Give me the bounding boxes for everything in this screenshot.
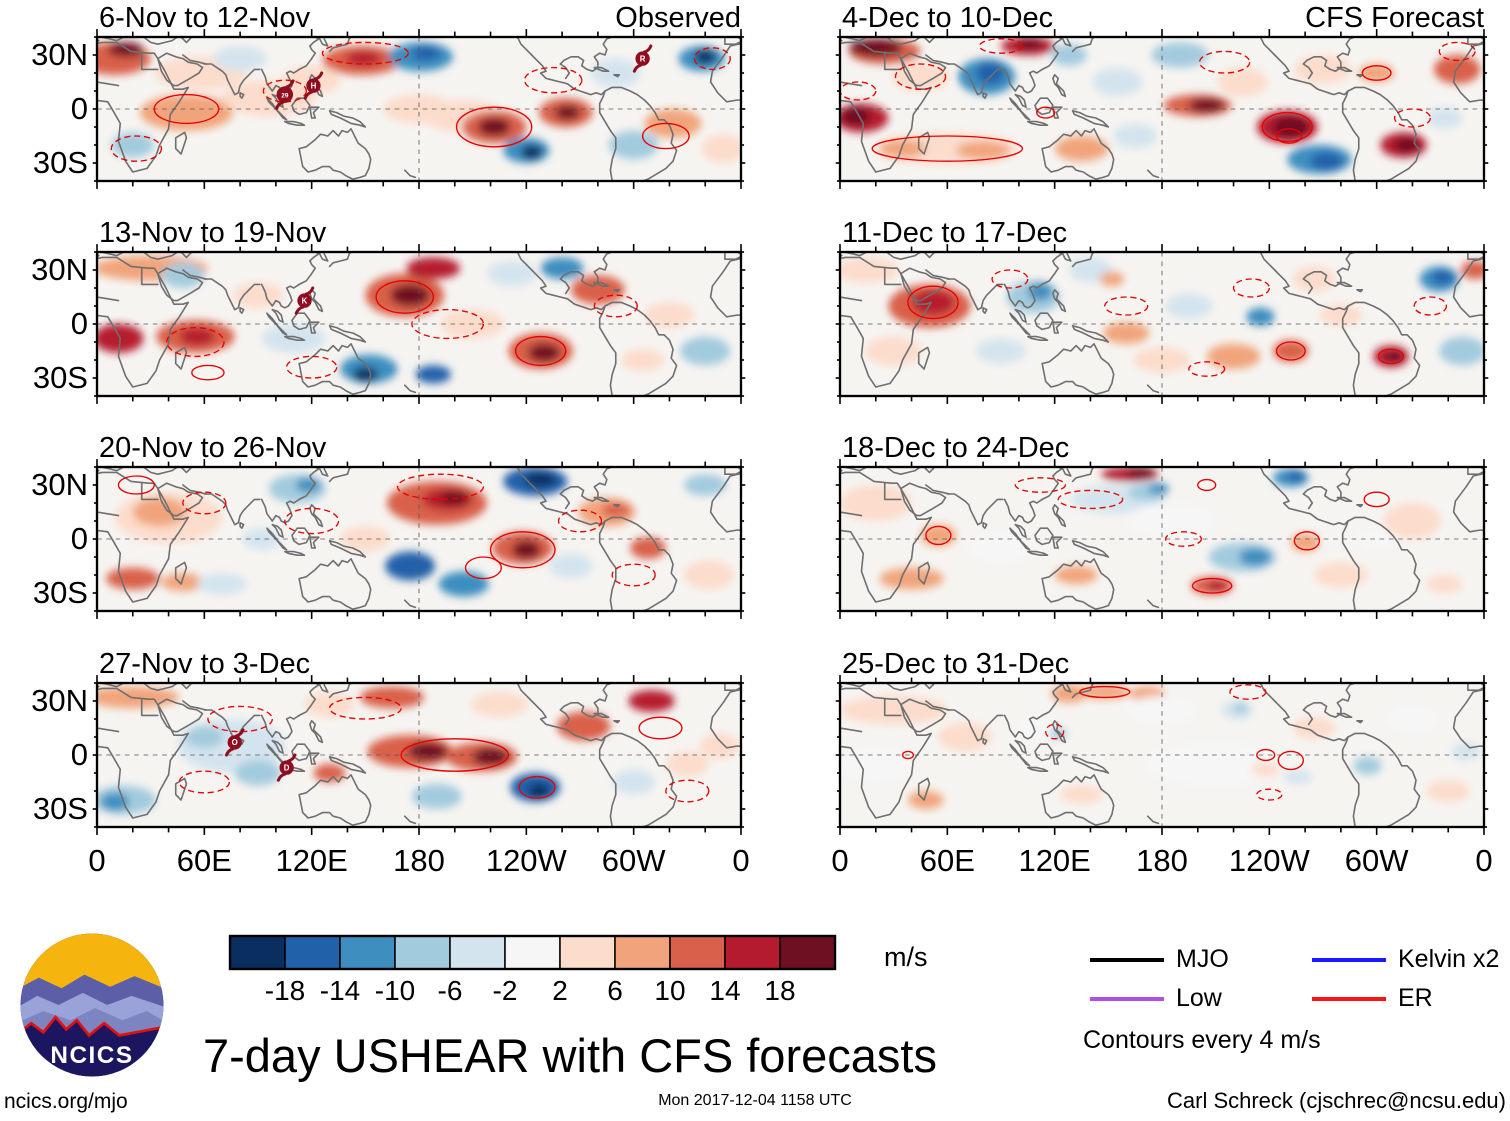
- panel-corner-label: CFS Forecast: [1305, 2, 1484, 34]
- x-axis-tick-label: 0: [831, 843, 849, 878]
- panel-title: 18-Dec to 24-Dec: [842, 432, 1070, 464]
- panel-corner-label: Observed: [615, 2, 741, 34]
- colorbar-tick-label: 6: [607, 975, 623, 1006]
- panel-title: 25-Dec to 31-Dec: [842, 648, 1070, 680]
- colorbar-tick-label: 10: [654, 975, 686, 1006]
- y-axis-tick-label: 30N: [31, 252, 88, 287]
- svg-text:29: 29: [281, 92, 289, 99]
- panel-title: 20-Nov to 26-Nov: [99, 432, 327, 464]
- colorbar-tick-label: -10: [374, 975, 416, 1006]
- legend-label: Low: [1176, 984, 1222, 1012]
- timestamp: Mon 2017-12-04 1158 UTC: [658, 1092, 852, 1109]
- y-axis-tick-label: 0: [70, 306, 88, 341]
- colorbar-tick-label: 14: [709, 975, 741, 1006]
- tropical-cyclone-marker: R: [632, 44, 653, 73]
- colorbar-tick-label: 18: [764, 975, 796, 1006]
- x-axis-tick-label: 120W: [1228, 843, 1310, 878]
- y-axis-tick-label: 0: [70, 521, 88, 556]
- logo-ridge-front: [20, 1017, 164, 1077]
- colorbar-tick-label: -6: [437, 975, 463, 1006]
- legend-line-kelvin-x2: [1312, 958, 1386, 962]
- source-url: ncics.org/mjo: [4, 1090, 128, 1113]
- x-axis-tick-label: 60E: [176, 843, 232, 878]
- x-axis-tick-label: 180: [393, 843, 445, 878]
- legend-line-mjo: [1090, 958, 1164, 962]
- y-axis-tick-label: 0: [70, 737, 88, 772]
- x-axis-tick-label: 0: [88, 843, 106, 878]
- ncics-logo: NCICS: [16, 929, 168, 1081]
- legend-line-er: [1312, 997, 1386, 1001]
- panel-title: 4-Dec to 10-Dec: [842, 2, 1054, 34]
- y-axis-tick-label: 30S: [32, 145, 88, 180]
- map-panel: 29 H R: [92, 29, 746, 189]
- x-axis-tick-label: 60E: [919, 843, 975, 878]
- svg-text:O: O: [232, 738, 238, 747]
- x-axis-tick-label: 0: [732, 843, 750, 878]
- x-axis-tick-label: 60W: [1344, 843, 1409, 878]
- logo-text: NCICS: [50, 1042, 133, 1069]
- legend-label: MJO: [1176, 945, 1229, 973]
- legend-label: Kelvin x2: [1398, 945, 1500, 973]
- legend-label: ER: [1398, 984, 1433, 1012]
- tropical-cyclone-marker: O: [224, 728, 245, 757]
- map-panel: [835, 29, 1489, 189]
- map-panel: [92, 459, 746, 619]
- y-axis-tick-label: 0: [70, 91, 88, 126]
- tropical-cyclone-marker: D: [276, 753, 297, 782]
- y-axis-tick-label: 30S: [32, 575, 88, 610]
- panel-title: 6-Nov to 12-Nov: [99, 2, 311, 34]
- svg-text:H: H: [311, 81, 317, 90]
- y-axis-tick-label: 30N: [31, 37, 88, 72]
- map-panel: OD: [92, 675, 746, 835]
- panel-title: 11-Dec to 17-Dec: [842, 217, 1068, 249]
- x-axis-tick-label: 120E: [275, 843, 348, 878]
- map-panel: K: [92, 244, 746, 404]
- colorbar-scale: [228, 934, 837, 971]
- colorbar-tick-label: -14: [319, 975, 361, 1006]
- x-axis-tick-label: 0: [1475, 843, 1493, 878]
- x-axis-tick-label: 120E: [1018, 843, 1091, 878]
- y-axis-tick-label: 30S: [32, 360, 88, 395]
- colorbar-tick-label: 2: [552, 975, 568, 1006]
- tropical-cyclone-marker: 29: [275, 79, 295, 110]
- tropical-cyclone-marker: H: [303, 71, 324, 100]
- colorbar-unit-label: m/s: [884, 942, 928, 972]
- ncics-logo-graphic: NCICS: [20, 933, 164, 1077]
- x-axis-tick-label: 60W: [601, 843, 666, 878]
- legend-contour-note: Contours every 4 m/s: [1083, 1026, 1321, 1054]
- y-axis-tick-label: 30N: [31, 683, 88, 718]
- panel-title: 27-Nov to 3-Dec: [99, 648, 311, 680]
- legend-line-low: [1090, 997, 1164, 1001]
- svg-text:D: D: [284, 763, 290, 772]
- map-panel: [835, 459, 1489, 619]
- credit: Carl Schreck (cjschrec@ncsu.edu): [1167, 1088, 1506, 1113]
- map-panel: [835, 675, 1489, 835]
- figure-title: 7-day USHEAR with CFS forecasts: [203, 1029, 937, 1082]
- svg-text:R: R: [640, 54, 646, 63]
- y-axis-tick-label: 30S: [32, 791, 88, 826]
- y-axis-tick-label: 30N: [31, 467, 88, 502]
- colorbar-tick-label: -18: [264, 975, 306, 1006]
- tropical-cyclone-marker: K: [294, 286, 315, 315]
- panel-title: 13-Nov to 19-Nov: [99, 217, 327, 249]
- x-axis-tick-label: 180: [1136, 843, 1188, 878]
- svg-text:K: K: [302, 296, 308, 305]
- map-panel: [835, 244, 1489, 404]
- colorbar-tick-label: -2: [492, 975, 518, 1006]
- x-axis-tick-label: 120W: [485, 843, 567, 878]
- logo-red-line: [20, 1015, 164, 1038]
